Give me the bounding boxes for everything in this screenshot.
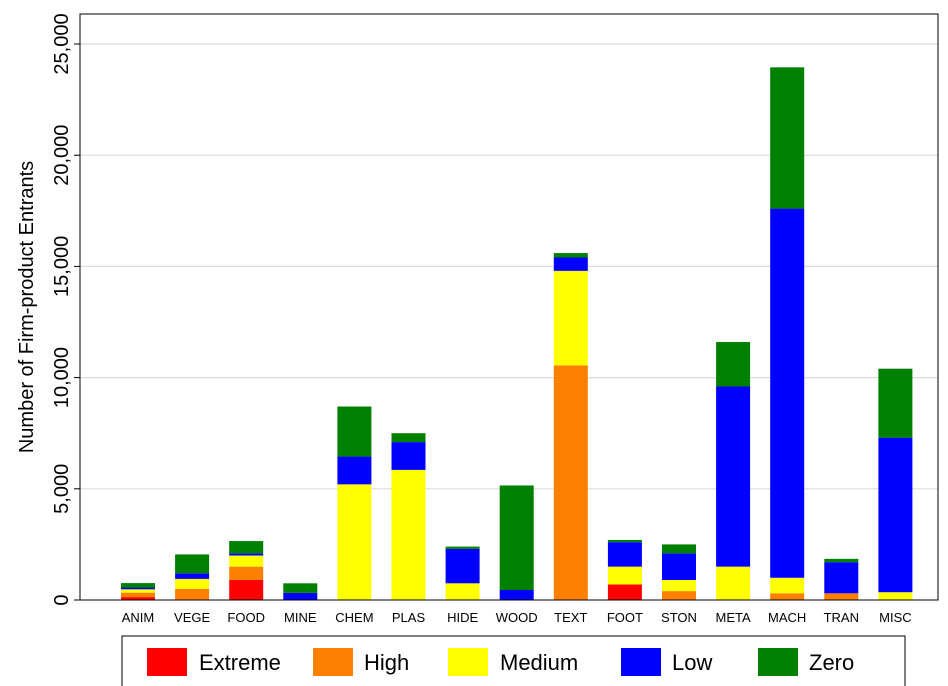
x-tick-label: ANIM [122,610,155,625]
bar-segment-low-hide [445,548,480,584]
y-tick-label: 5,000 [51,464,73,514]
bar-segment-low-wood [499,589,534,600]
x-tick-label: CHEM [335,610,373,625]
x-tick-label: VEGE [174,610,210,625]
legend-label-medium: Medium [500,650,578,675]
bar-segment-high-vege [175,588,210,600]
bar-segment-medium-vege [175,578,210,589]
bar-segment-high-food [229,566,264,580]
y-tick-label: 20,000 [51,125,73,186]
bar-segment-low-chem [337,456,372,485]
y-tick-label: 10,000 [51,347,73,408]
y-tick-label: 0 [51,594,73,605]
bar-segment-medium-foot [607,566,642,585]
bar-segment-low-ston [662,553,696,580]
legend-label-extreme: Extreme [199,650,281,675]
x-axis-labels: ANIM VEGE FOOD MINE CHEM PLAS HIDE WOOD TEXT FOOT… [122,610,912,625]
x-tick-label: META [716,610,751,625]
bar-segment-medium-anim [121,589,155,593]
x-tick-label: HIDE [447,610,478,625]
legend-label-high: High [364,650,409,675]
bar-segment-low-anim [121,587,155,590]
bar-segment-zero-meta [716,342,751,387]
x-tick-label: MINE [284,610,317,625]
x-tick-label: WOOD [496,610,538,625]
bar-segment-medium-misc [878,592,913,600]
bar-segment-low-meta [716,386,751,567]
bar-segment-medium-text [553,270,588,366]
bar-segment-zero-plas [391,433,426,443]
bar-segment-medium-plas [391,469,426,600]
legend-swatch-low [621,648,661,676]
bar-segment-medium-ston [662,579,696,592]
bar-segment-zero-vege [175,554,210,574]
x-tick-label: TEXT [554,610,587,625]
bar-segment-low-plas [391,442,426,470]
bar-segment-extreme-food [229,579,264,600]
y-axis-title: Number of Firm-product Entrants [16,161,38,453]
bar-segment-high-mach [770,593,805,600]
bar-segment-zero-anim [121,583,155,588]
x-tick-label: STON [661,610,697,625]
bar-segment-zero-food [229,541,264,554]
x-tick-label: MACH [768,610,806,625]
bar-segment-zero-hide [445,546,480,549]
bar-segment-low-tran [824,562,859,594]
bar-segment-low-foot [607,542,642,567]
bar-segment-high-text [553,365,588,600]
plot-frame [79,13,939,601]
bar-segment-medium-meta [716,566,751,600]
bar-segment-medium-hide [445,583,480,600]
legend-swatch-medium [448,648,488,676]
bar-segment-zero-mine [283,583,318,593]
x-tick-label: FOOT [607,610,643,625]
bars [121,67,913,600]
bar-segment-medium-food [229,555,264,567]
x-tick-label: TRAN [824,610,859,625]
y-axis-ticks: 0 5,000 10,000 15,000 20,000 25,000 [51,13,80,606]
legend-swatch-high [313,648,353,676]
bar-segment-low-food [229,553,264,556]
bar-segment-zero-wood [499,485,534,590]
bar-segment-zero-chem [337,406,372,457]
bar-segment-low-mach [770,208,805,578]
x-tick-label: PLAS [392,610,426,625]
bar-segment-extreme-anim [121,597,155,600]
y-tick-label: 25,000 [51,13,73,74]
bar-segment-medium-chem [337,484,372,600]
x-tick-label: MISC [879,610,912,625]
bar-segment-zero-ston [662,544,696,554]
legend-label-zero: Zero [809,650,854,675]
legend-label-low: Low [672,650,712,675]
bar-segment-zero-mach [770,67,805,209]
bar-segment-high-tran [824,593,859,600]
bar-segment-zero-tran [824,558,859,563]
legend: Extreme High Medium Low Zero [121,635,906,686]
x-tick-label: FOOD [227,610,265,625]
bar-segment-high-ston [662,591,696,600]
bar-segment-high-anim [121,592,155,598]
bar-segment-zero-text [553,253,588,258]
bar-segment-low-vege [175,573,210,579]
bar-segment-zero-foot [607,539,642,543]
bar-segment-extreme-foot [607,584,642,600]
bar-segment-low-text [553,257,588,271]
bar-segment-medium-mach [770,577,805,594]
bar-segment-zero-misc [878,368,913,438]
legend-swatch-zero [758,648,798,676]
legend-swatch-extreme [147,648,187,676]
bar-segment-low-misc [878,437,913,593]
bar-segment-low-mine [283,592,318,600]
gridlines [80,43,938,490]
y-tick-label: 15,000 [51,236,73,297]
